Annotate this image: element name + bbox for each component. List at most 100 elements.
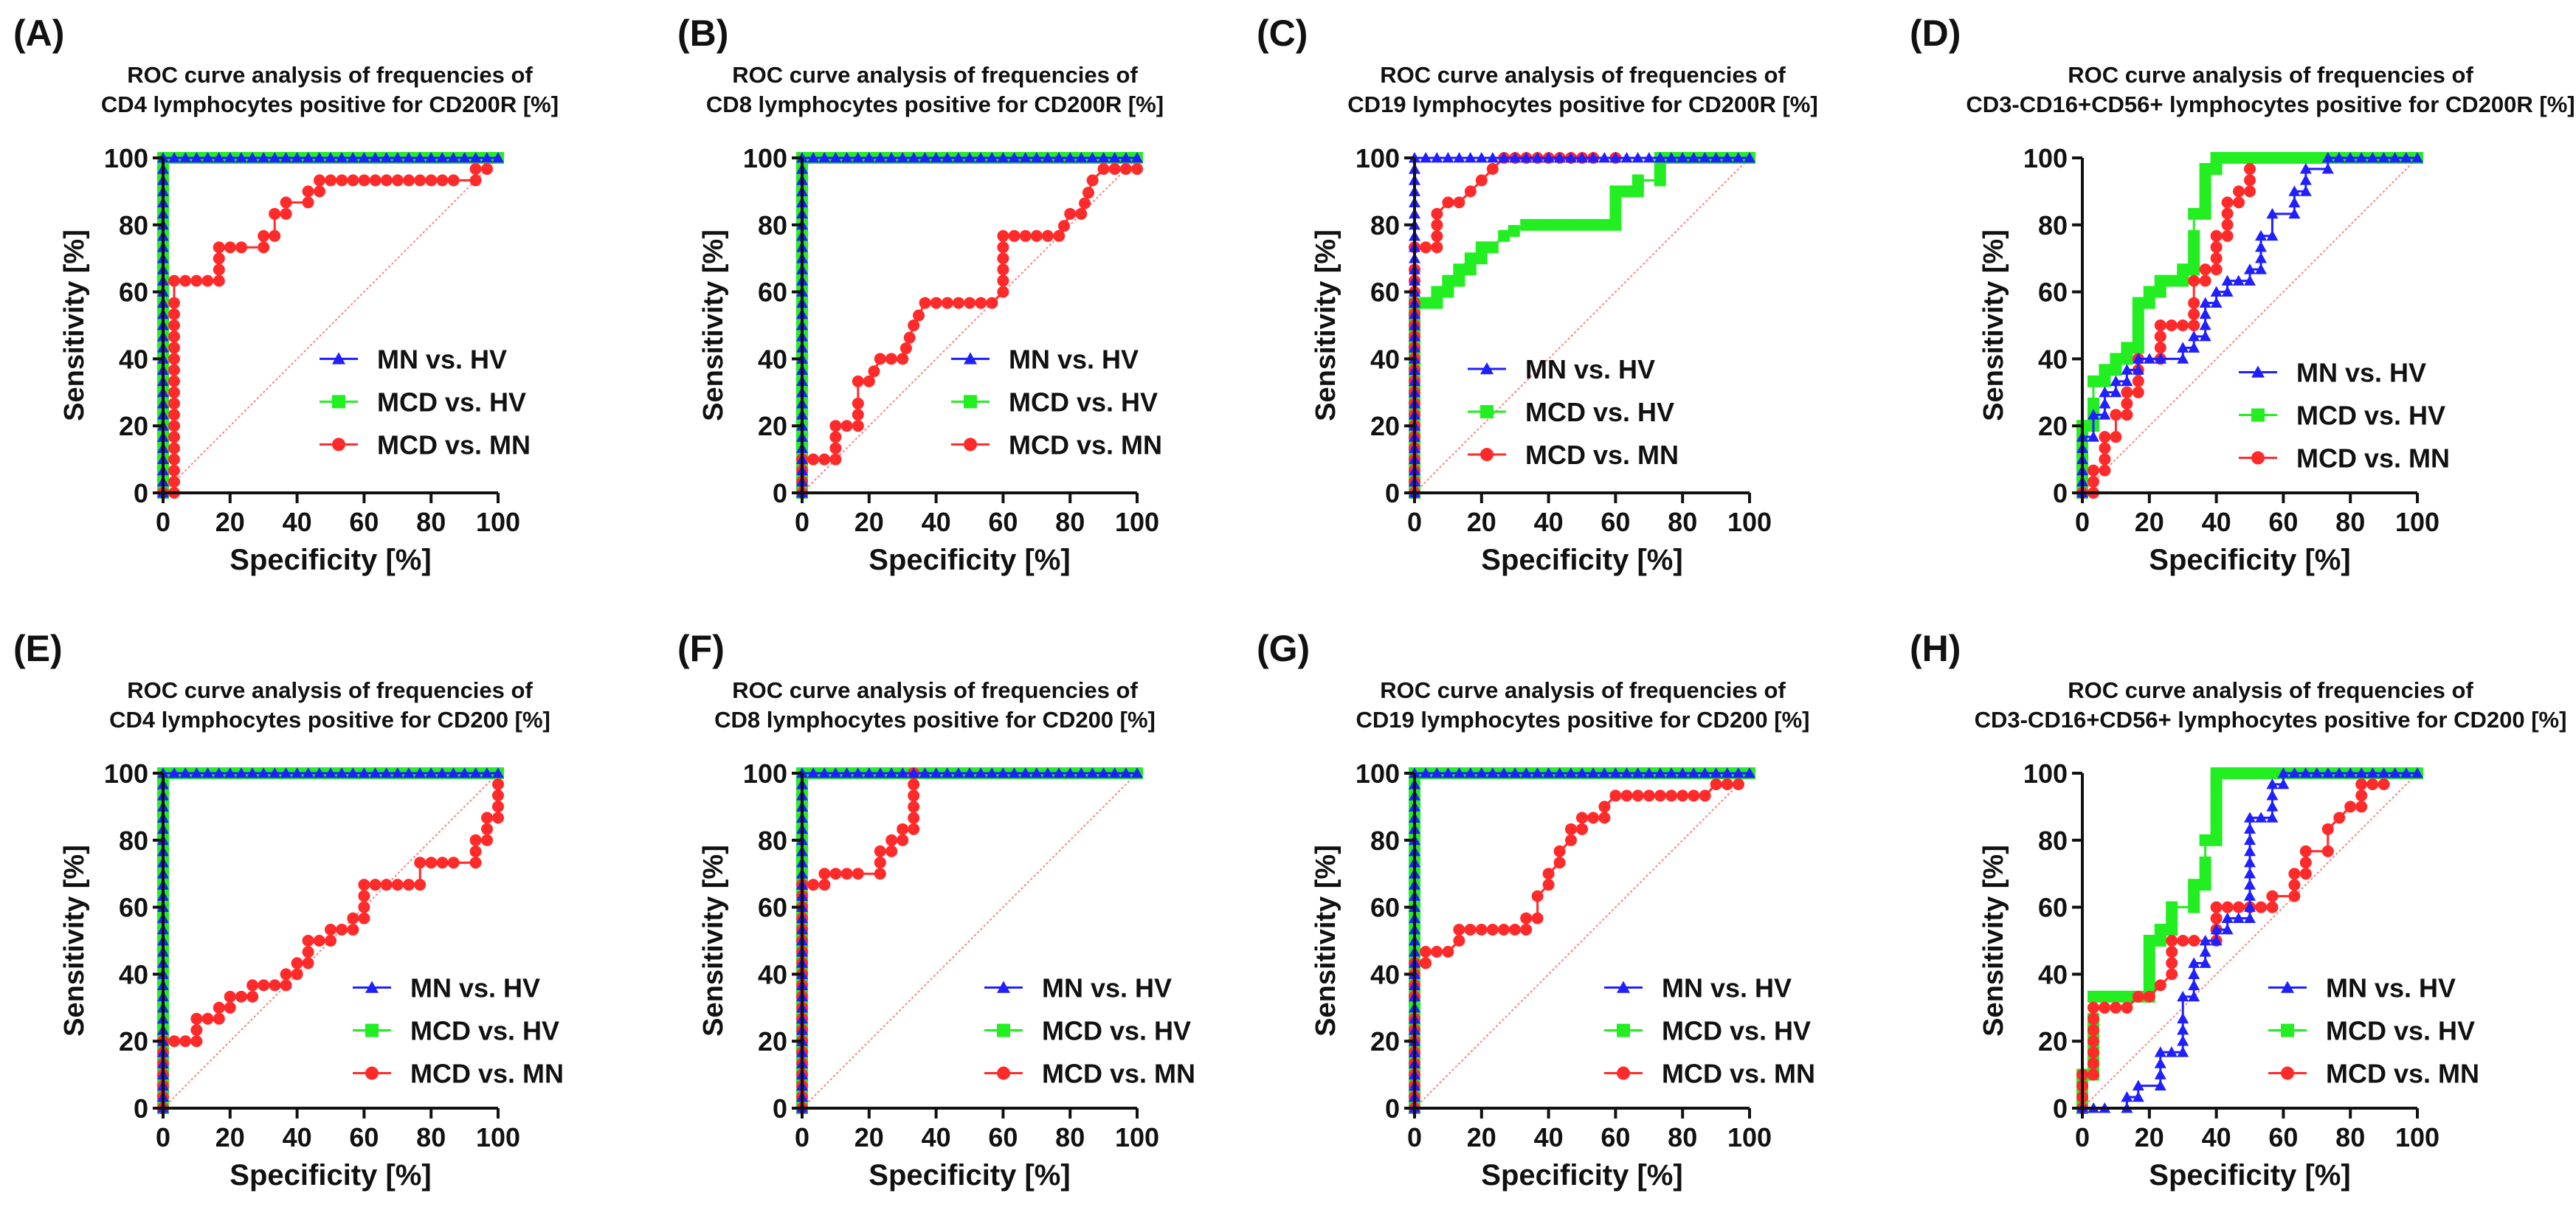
y-tick-label: 100 bbox=[2023, 143, 2068, 173]
legend-label: MCD vs. MN bbox=[1042, 1059, 1195, 1089]
circle-marker bbox=[280, 979, 292, 992]
legend: MN vs. HV MCD vs. HV MCD vs. MN bbox=[353, 973, 564, 1089]
triangle-marker bbox=[1053, 767, 1066, 778]
legend-label: MN vs. HV bbox=[2326, 973, 2456, 1003]
circle-marker bbox=[852, 868, 864, 880]
triangle-marker bbox=[2251, 365, 2265, 378]
square-marker bbox=[2277, 152, 2290, 164]
circle-marker bbox=[2244, 185, 2256, 198]
square-marker bbox=[1464, 252, 1477, 265]
triangle-marker bbox=[1598, 152, 1611, 163]
chart-title-line-1: ROC curve analysis of frequencies of bbox=[127, 677, 533, 703]
circle-marker bbox=[314, 174, 326, 187]
circle-marker bbox=[1587, 812, 1600, 824]
circle-marker bbox=[829, 453, 842, 466]
circle-marker bbox=[2288, 868, 2301, 880]
legend-label: MCD vs. HV bbox=[1662, 1016, 1811, 1046]
circle-marker bbox=[1531, 912, 1544, 924]
square-marker bbox=[2143, 935, 2155, 947]
triangle-marker bbox=[2299, 174, 2312, 185]
triangle-marker bbox=[2188, 990, 2200, 1002]
y-tick-label: 0 bbox=[773, 478, 787, 508]
square-marker bbox=[1631, 185, 1644, 198]
triangle-marker bbox=[280, 152, 292, 163]
triangle-marker bbox=[280, 767, 292, 778]
chart-title-line-1: ROC curve analysis of frequencies of bbox=[1380, 677, 1786, 703]
panel-label: (C) bbox=[1257, 13, 1308, 54]
square-marker bbox=[2121, 353, 2133, 365]
triangle-marker bbox=[2154, 1046, 2166, 1057]
triangle-marker bbox=[1442, 152, 1454, 163]
triangle-marker bbox=[1587, 767, 1600, 778]
circle-marker bbox=[2110, 409, 2122, 421]
triangle-marker bbox=[2110, 386, 2122, 398]
square-marker bbox=[2087, 397, 2099, 409]
triangle-marker bbox=[1097, 152, 1110, 163]
y-tick-label: 100 bbox=[2023, 758, 2068, 789]
triangle-marker bbox=[930, 767, 942, 778]
triangle-marker bbox=[2121, 375, 2133, 387]
circle-marker bbox=[168, 409, 180, 421]
triangle-marker bbox=[2254, 229, 2267, 241]
triangle-marker bbox=[1498, 767, 1510, 778]
triangle-marker bbox=[365, 981, 379, 993]
circle-marker bbox=[336, 174, 348, 187]
triangle-marker bbox=[425, 152, 438, 163]
square-marker bbox=[2210, 778, 2223, 791]
circle-marker bbox=[2087, 1035, 2099, 1048]
circle-marker bbox=[213, 263, 225, 276]
circle-marker bbox=[897, 834, 909, 846]
triangle-marker bbox=[963, 152, 976, 163]
triangle-marker bbox=[2244, 834, 2256, 846]
triangle-marker bbox=[2332, 152, 2345, 163]
circle-marker bbox=[2110, 1001, 2122, 1014]
triangle-marker bbox=[1053, 152, 1066, 163]
circle-marker bbox=[1053, 229, 1066, 242]
circle-marker bbox=[1654, 789, 1666, 802]
square-marker bbox=[2154, 274, 2166, 287]
triangle-marker bbox=[1598, 767, 1611, 778]
circle-marker bbox=[179, 1035, 192, 1048]
triangle-marker bbox=[1744, 767, 1755, 778]
triangle-marker bbox=[2177, 353, 2189, 364]
circle-marker bbox=[358, 901, 370, 913]
triangle-marker bbox=[2244, 868, 2256, 879]
legend-label: MN vs. HV bbox=[2296, 358, 2426, 388]
y-tick-label: 60 bbox=[758, 277, 787, 308]
circle-marker bbox=[365, 1066, 379, 1080]
triangle-marker bbox=[2199, 308, 2211, 319]
circle-marker bbox=[930, 297, 942, 309]
roc-panel-a: (A) ROC curve analysis of frequencies of C… bbox=[13, 13, 559, 576]
square-marker bbox=[2143, 957, 2155, 969]
x-tick-label: 40 bbox=[283, 507, 312, 537]
x-axis-label: Specificity [%] bbox=[2149, 544, 2350, 576]
triangle-marker bbox=[469, 152, 482, 163]
triangle-marker bbox=[1677, 767, 1689, 778]
y-tick-label: 40 bbox=[1370, 959, 1400, 989]
circle-marker bbox=[481, 162, 494, 175]
circle-marker bbox=[868, 365, 880, 378]
circle-marker bbox=[2087, 1068, 2099, 1081]
triangle-marker bbox=[1420, 152, 1432, 163]
x-tick-label: 0 bbox=[156, 1122, 170, 1152]
circle-marker bbox=[897, 823, 909, 835]
chart-title-line-2: CD8 lymphocytes positive for CD200 [%] bbox=[714, 707, 1156, 733]
legend: MN vs. HV MCD vs. HV MCD vs. MN bbox=[2268, 973, 2479, 1089]
circle-marker bbox=[2288, 879, 2301, 891]
square-marker bbox=[2143, 979, 2155, 992]
triangle-marker bbox=[1108, 152, 1121, 163]
circle-marker bbox=[190, 1024, 203, 1037]
circle-marker bbox=[2244, 162, 2256, 175]
y-tick-label: 0 bbox=[134, 478, 148, 508]
circle-marker bbox=[168, 1035, 181, 1048]
triangle-marker bbox=[347, 767, 359, 778]
square-marker bbox=[1531, 218, 1544, 231]
triangle-marker bbox=[1075, 152, 1088, 163]
square-marker bbox=[2132, 297, 2144, 309]
triangle-marker bbox=[2389, 767, 2401, 778]
triangle-marker bbox=[369, 767, 381, 778]
circle-marker bbox=[1119, 162, 1132, 175]
triangle-marker bbox=[201, 767, 214, 778]
triangle-marker bbox=[1008, 152, 1021, 163]
y-tick-label: 40 bbox=[758, 344, 787, 374]
